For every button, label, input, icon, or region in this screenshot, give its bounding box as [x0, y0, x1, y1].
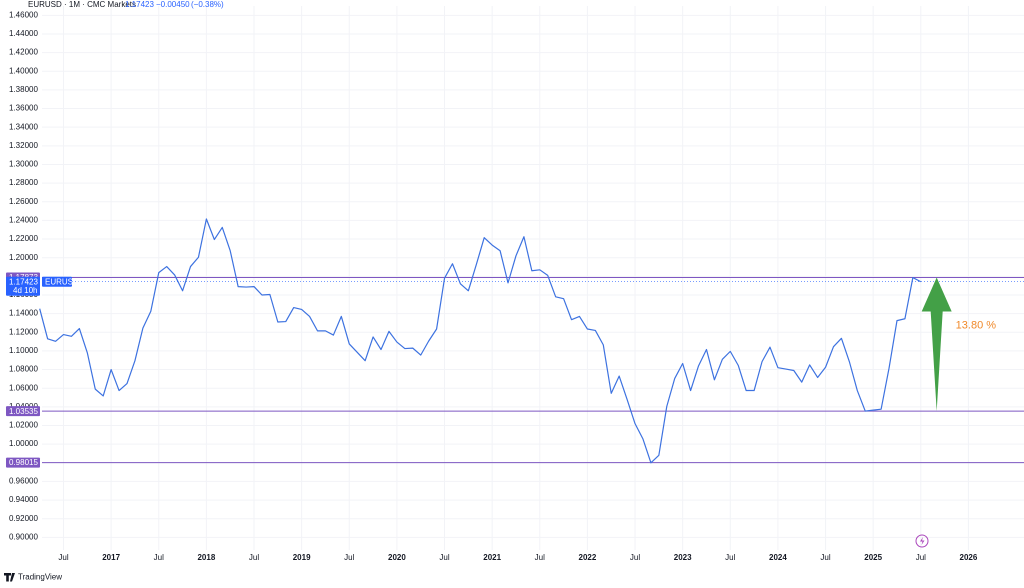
y-tick-label: 1.30000 — [9, 160, 38, 169]
y-tick-label: 0.96000 — [9, 477, 38, 486]
brand-logo — [4, 573, 15, 582]
y-tick-label: 1.26000 — [9, 197, 38, 206]
x-tick-label: 2026 — [960, 553, 978, 562]
price-label-box — [6, 276, 40, 296]
x-tick-label: Jul — [535, 553, 545, 562]
x-tick-label: 2024 — [769, 553, 787, 562]
x-tick-label: Jul — [344, 553, 354, 562]
x-tick-label: Jul — [630, 553, 640, 562]
y-tick-label: 1.38000 — [9, 85, 38, 94]
x-tick-label: Jul — [249, 553, 259, 562]
grid — [42, 6, 1024, 550]
brand-name: TradingView — [18, 573, 62, 582]
y-tick-label: 1.06000 — [9, 383, 38, 392]
x-tick-label: Jul — [154, 553, 164, 562]
y-tick-label: 0.90000 — [9, 532, 38, 541]
series-tag: EURUSD — [45, 277, 79, 286]
y-tick-label: 1.40000 — [9, 66, 38, 75]
x-tick-label: Jul — [725, 553, 735, 562]
y-tick-label: 1.12000 — [9, 327, 38, 336]
x-tick-label: 2025 — [864, 553, 882, 562]
x-tick-label: 2020 — [388, 553, 406, 562]
x-tick-label: Jul — [916, 553, 926, 562]
chart-title: EURUSD · 1M · CMC Markets — [28, 0, 136, 9]
y-tick-label: 1.46000 — [9, 10, 38, 19]
alert-icon — [915, 534, 929, 548]
x-tick-label: 2019 — [293, 553, 311, 562]
y-tick-label: 1.28000 — [9, 178, 38, 187]
x-tick-label: 2018 — [197, 553, 215, 562]
y-tick-label: 1.36000 — [9, 104, 38, 113]
x-tick-label: Jul — [58, 553, 68, 562]
y-tick-label: 1.08000 — [9, 365, 38, 374]
brand: TradingView — [4, 573, 62, 582]
x-tick-label: 2023 — [674, 553, 692, 562]
arrow-label: 13.80 % — [956, 319, 997, 331]
y-tick-label: 1.00000 — [9, 439, 38, 448]
y-tick-label: 1.42000 — [9, 48, 38, 57]
arrow — [921, 277, 952, 412]
level-label-box — [6, 457, 40, 468]
y-tick-label: 1.24000 — [9, 216, 38, 225]
x-tick-label: 2017 — [102, 553, 120, 562]
alert-circle — [915, 534, 929, 548]
y-tick-label: 1.14000 — [9, 309, 38, 318]
price-change-pct: (−0.38%) — [191, 0, 224, 9]
last-price: 1.17423 — [125, 0, 154, 9]
y-tick-label: 1.20000 — [9, 253, 38, 262]
level-label: 0.98015 — [9, 458, 38, 467]
series-tag-box — [42, 276, 72, 287]
level-label-box — [6, 406, 40, 417]
y-tick-label: 1.34000 — [9, 122, 38, 131]
price-countdown: 4d 10h — [13, 286, 37, 295]
y-tick-label: 0.92000 — [9, 514, 38, 523]
y-tick-label: 1.32000 — [9, 141, 38, 150]
price-change: −0.00450 — [156, 0, 190, 9]
price-label: 1.17423 — [9, 277, 38, 286]
y-tick-label: 1.44000 — [9, 29, 38, 38]
y-tick-label: 1.10000 — [9, 346, 38, 355]
y-tick-label: 1.22000 — [9, 234, 38, 243]
y-tick-label: 1.02000 — [9, 421, 38, 430]
alert-bolt — [920, 537, 925, 545]
level-label: 1.03535 — [9, 407, 38, 416]
y-tick-label: 0.94000 — [9, 495, 38, 504]
x-tick-label: Jul — [439, 553, 449, 562]
price-line — [39, 218, 922, 464]
x-tick-label: Jul — [820, 553, 830, 562]
x-tick-label: 2022 — [579, 553, 597, 562]
x-tick-label: 2021 — [483, 553, 501, 562]
